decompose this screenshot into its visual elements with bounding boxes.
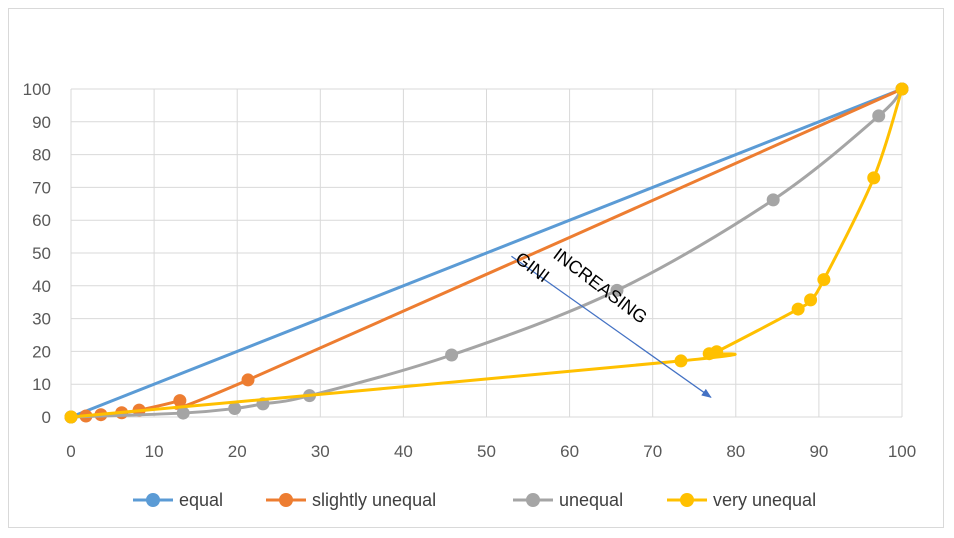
y-tick-label: 10 (32, 375, 51, 394)
legend-marker (146, 493, 160, 507)
series-very-unequal (64, 82, 909, 424)
x-tick-label: 100 (888, 442, 916, 461)
x-tick-label: 30 (311, 442, 330, 461)
x-tick-label: 50 (477, 442, 496, 461)
legend-marker (680, 493, 694, 507)
y-tick-label: 90 (32, 113, 51, 132)
y-tick-label: 0 (42, 408, 51, 427)
data-point-very-unequal (867, 171, 881, 185)
y-tick-label: 20 (32, 342, 51, 361)
x-tick-label: 40 (394, 442, 413, 461)
data-point-very-unequal (710, 345, 724, 359)
x-tick-label: 10 (145, 442, 164, 461)
data-point-slightly-unequal (241, 373, 255, 387)
series-unequal (64, 82, 909, 424)
data-point-very-unequal (804, 293, 818, 307)
y-tick-label: 30 (32, 310, 51, 329)
legend-label: slightly unequal (312, 490, 436, 510)
chart-grid (70, 88, 903, 418)
data-point-slightly-unequal (173, 394, 187, 408)
legend-item-very-unequal: very unequal (667, 490, 816, 510)
data-point-very-unequal (817, 273, 831, 287)
x-axis-ticks: 0 10 20 30 40 50 60 70 80 90 100 (66, 442, 916, 461)
x-tick-label: 70 (643, 442, 662, 461)
legend-label: very unequal (713, 490, 816, 510)
y-tick-label: 50 (32, 244, 51, 263)
legend-marker (526, 493, 540, 507)
x-tick-label: 80 (726, 442, 745, 461)
data-point-unequal (610, 283, 624, 297)
y-tick-label: 80 (32, 146, 51, 165)
legend-item-unequal: unequal (513, 490, 623, 510)
y-tick-label: 60 (32, 211, 51, 230)
legend-item-equal: equal (133, 490, 223, 510)
x-tick-label: 20 (228, 442, 247, 461)
y-tick-label: 100 (23, 80, 51, 99)
gini-arrow (511, 255, 712, 398)
legend-label: unequal (559, 490, 623, 510)
chart-series (64, 82, 909, 424)
x-tick-label: 0 (66, 442, 75, 461)
chart-legend: equal slightly unequal unequal very unequal (133, 490, 816, 510)
y-tick-label: 70 (32, 178, 51, 197)
data-point-very-unequal (895, 82, 909, 96)
y-axis-ticks: 0 10 20 30 40 50 60 70 80 90 100 (23, 80, 51, 427)
data-point-unequal (445, 348, 459, 362)
legend-label: equal (179, 490, 223, 510)
legend-item-slightly-unequal: slightly unequal (266, 490, 436, 510)
data-point-very-unequal (674, 354, 688, 368)
legend-marker (279, 493, 293, 507)
data-point-unequal (766, 193, 780, 207)
data-point-unequal (872, 109, 886, 123)
data-point-unequal (228, 401, 242, 415)
x-tick-label: 60 (560, 442, 579, 461)
chart-frame (8, 8, 944, 528)
data-point-unequal (176, 406, 190, 420)
series-line-equal (70, 87, 903, 419)
x-tick-label: 90 (809, 442, 828, 461)
y-tick-label: 40 (32, 277, 51, 296)
data-point-very-unequal (64, 410, 78, 424)
data-point-very-unequal (791, 302, 805, 316)
